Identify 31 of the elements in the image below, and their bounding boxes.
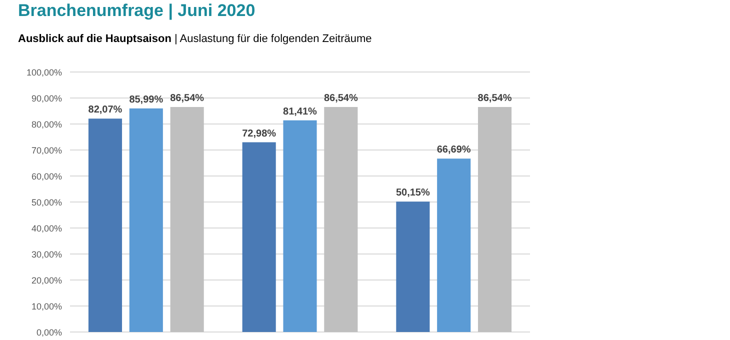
y-tick-label: 20,00% <box>31 276 62 286</box>
y-tick-label: 0,00% <box>36 328 62 338</box>
data-label: 85,99% <box>129 94 164 106</box>
bar <box>170 106 204 332</box>
data-label: 86,54% <box>170 92 204 104</box>
chart-title: Branchenumfrage | Juni 2020 <box>18 1 256 20</box>
y-tick-label: 50,00% <box>31 198 62 208</box>
data-label: 82,07% <box>88 104 122 116</box>
data-label: 86,54% <box>324 92 358 104</box>
y-tick-label: 40,00% <box>31 224 62 234</box>
data-label: 81,41% <box>283 106 318 118</box>
bar <box>396 202 430 332</box>
bar <box>129 108 163 332</box>
y-tick-label: 30,00% <box>31 250 62 260</box>
bar <box>88 118 122 332</box>
data-label: 66,69% <box>436 144 471 156</box>
bar <box>478 106 512 332</box>
y-tick-label: 10,00% <box>31 302 62 312</box>
y-tick-label: 60,00% <box>31 172 62 182</box>
data-label: 72,98% <box>242 128 276 140</box>
y-tick-label: 100,00% <box>26 68 62 78</box>
y-tick-label: 90,00% <box>31 94 62 104</box>
data-label: 50,15% <box>396 188 430 199</box>
y-tick-label: 70,00% <box>31 146 62 156</box>
y-tick-label: 80,00% <box>31 120 62 130</box>
data-label: 86,54% <box>478 92 512 104</box>
bar <box>324 106 358 332</box>
bar <box>242 142 276 332</box>
chart-subtitle: Ausblick auf die Hauptsaison | Auslastung für die folgenden Zeiträume <box>18 33 372 45</box>
bar <box>283 120 317 332</box>
bar <box>437 158 471 332</box>
